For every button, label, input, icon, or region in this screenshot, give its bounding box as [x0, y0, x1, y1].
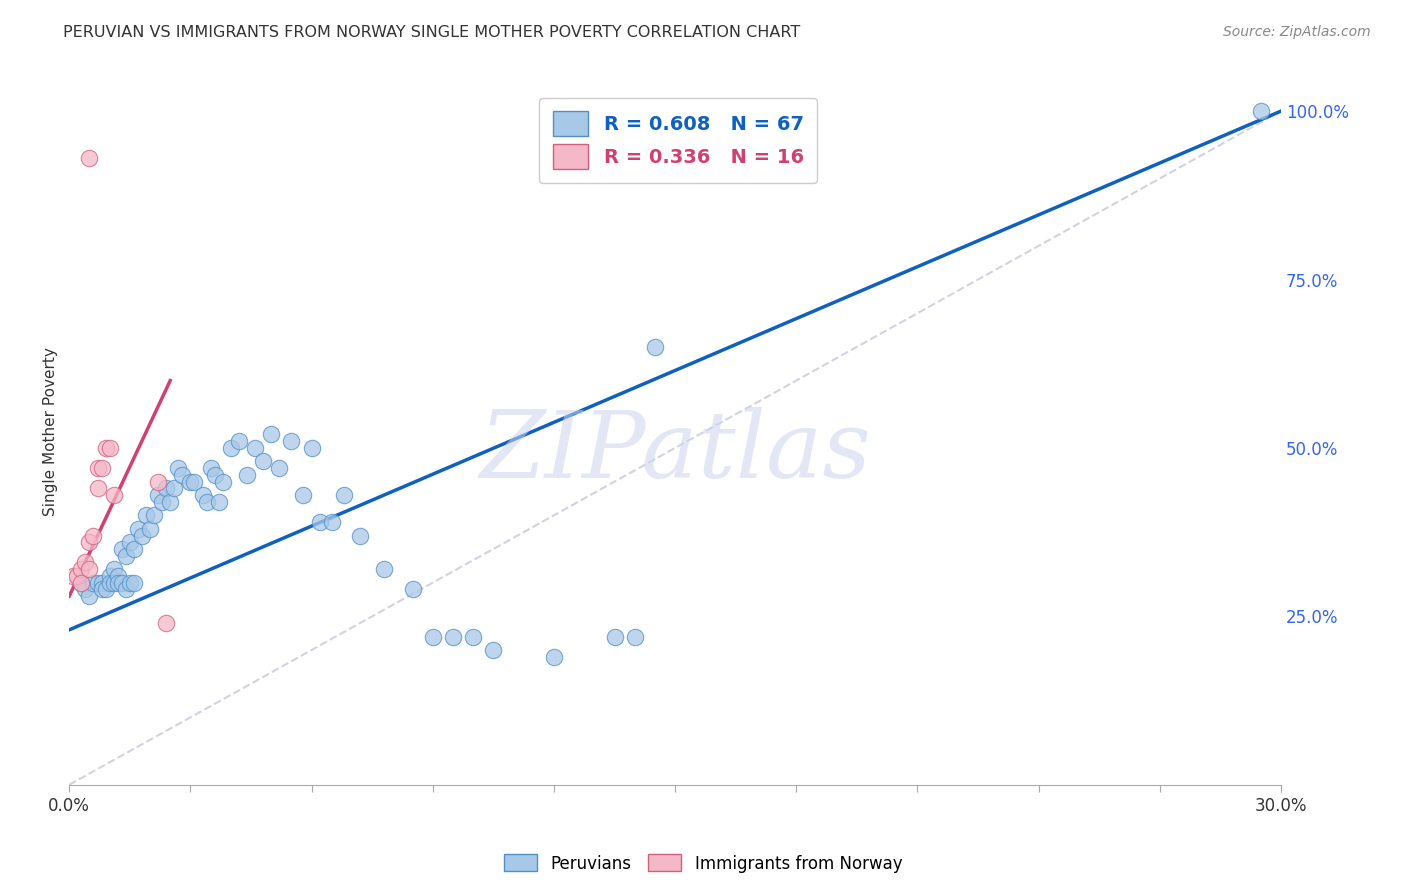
- Point: [228, 434, 250, 449]
- Point: [86, 481, 108, 495]
- Point: [195, 495, 218, 509]
- Point: [172, 467, 194, 482]
- Point: [280, 434, 302, 449]
- Point: [82, 528, 104, 542]
- Point: [155, 481, 177, 495]
- Point: [70, 575, 93, 590]
- Point: [82, 575, 104, 590]
- Point: [441, 630, 464, 644]
- Point: [252, 454, 274, 468]
- Point: [66, 569, 89, 583]
- Point: [122, 575, 145, 590]
- Point: [146, 475, 169, 489]
- Point: [183, 475, 205, 489]
- Point: [208, 495, 231, 509]
- Point: [146, 488, 169, 502]
- Point: [135, 508, 157, 523]
- Point: [644, 340, 666, 354]
- Point: [236, 467, 259, 482]
- Text: Source: ZipAtlas.com: Source: ZipAtlas.com: [1223, 25, 1371, 39]
- Point: [98, 575, 121, 590]
- Point: [90, 575, 112, 590]
- Point: [70, 562, 93, 576]
- Point: [127, 522, 149, 536]
- Point: [79, 151, 101, 165]
- Point: [150, 495, 173, 509]
- Point: [603, 630, 626, 644]
- Point: [179, 475, 201, 489]
- Point: [114, 582, 136, 597]
- Point: [98, 441, 121, 455]
- Point: [103, 575, 125, 590]
- Point: [349, 528, 371, 542]
- Point: [401, 582, 423, 597]
- Point: [155, 616, 177, 631]
- Legend: Peruvians, Immigrants from Norway: Peruvians, Immigrants from Norway: [496, 847, 910, 880]
- Text: PERUVIAN VS IMMIGRANTS FROM NORWAY SINGLE MOTHER POVERTY CORRELATION CHART: PERUVIAN VS IMMIGRANTS FROM NORWAY SINGL…: [63, 25, 800, 40]
- Point: [623, 630, 645, 644]
- Point: [98, 569, 121, 583]
- Point: [191, 488, 214, 502]
- Legend: R = 0.608   N = 67, R = 0.336   N = 16: R = 0.608 N = 67, R = 0.336 N = 16: [540, 98, 817, 183]
- Point: [114, 549, 136, 563]
- Point: [107, 569, 129, 583]
- Point: [143, 508, 166, 523]
- Point: [118, 535, 141, 549]
- Point: [118, 575, 141, 590]
- Point: [333, 488, 356, 502]
- Point: [122, 541, 145, 556]
- Point: [269, 461, 291, 475]
- Point: [219, 441, 242, 455]
- Point: [79, 562, 101, 576]
- Point: [111, 541, 134, 556]
- Point: [90, 582, 112, 597]
- Point: [90, 461, 112, 475]
- Point: [86, 575, 108, 590]
- Point: [79, 589, 101, 603]
- Point: [211, 475, 233, 489]
- Point: [79, 535, 101, 549]
- Point: [482, 643, 505, 657]
- Point: [204, 467, 226, 482]
- Point: [301, 441, 323, 455]
- Point: [62, 569, 84, 583]
- Point: [103, 562, 125, 576]
- Point: [373, 562, 395, 576]
- Point: [139, 522, 162, 536]
- Y-axis label: Single Mother Poverty: Single Mother Poverty: [44, 347, 58, 516]
- Text: ZIPatlas: ZIPatlas: [479, 408, 872, 498]
- Point: [111, 575, 134, 590]
- Point: [243, 441, 266, 455]
- Point: [260, 427, 283, 442]
- Point: [1250, 104, 1272, 119]
- Point: [321, 515, 343, 529]
- Point: [200, 461, 222, 475]
- Point: [94, 441, 117, 455]
- Point: [463, 630, 485, 644]
- Point: [308, 515, 330, 529]
- Point: [86, 461, 108, 475]
- Point: [75, 582, 97, 597]
- Point: [107, 575, 129, 590]
- Point: [292, 488, 315, 502]
- Point: [70, 575, 93, 590]
- Point: [167, 461, 190, 475]
- Point: [159, 495, 181, 509]
- Point: [103, 488, 125, 502]
- Point: [543, 649, 565, 664]
- Point: [75, 556, 97, 570]
- Point: [163, 481, 186, 495]
- Point: [422, 630, 444, 644]
- Point: [131, 528, 153, 542]
- Point: [94, 582, 117, 597]
